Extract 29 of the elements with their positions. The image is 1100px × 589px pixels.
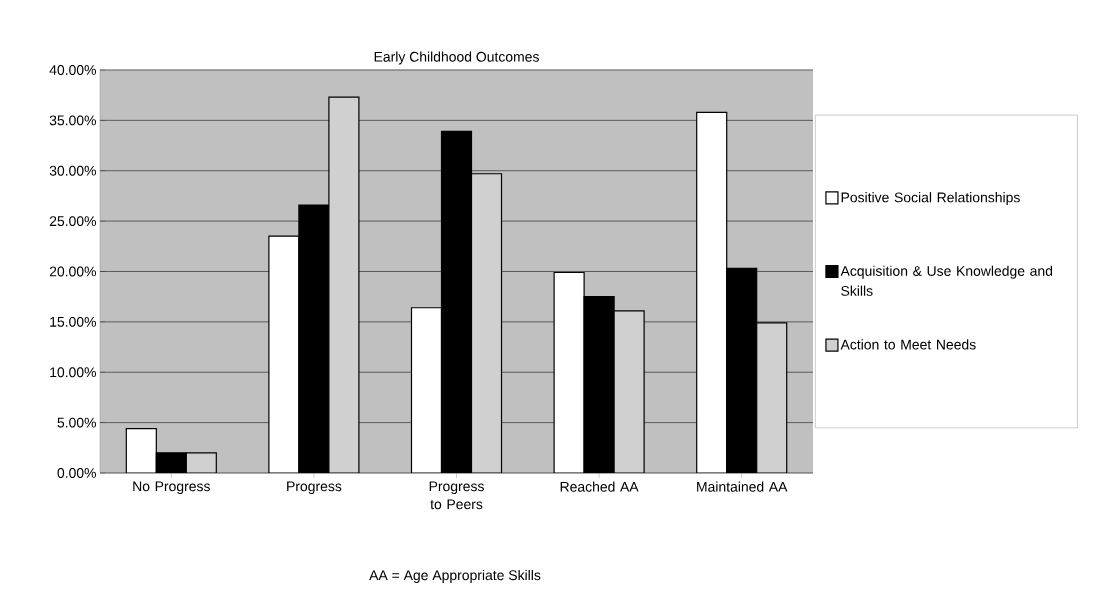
x-tick-label: Progress to Peers (429, 481, 484, 510)
y-tick-label: 25.00% (49, 216, 96, 227)
y-tick-label: 10.00% (50, 367, 96, 378)
y-tick-label: 0.00% (57, 468, 96, 478)
y-tick-label: 40.00% (49, 65, 96, 75)
bar (268, 235, 300, 473)
x-tick-label: Reached AA (560, 481, 639, 492)
legend-label: Action to Meet Needs (840, 339, 976, 350)
y-tick-label: 20.00% (49, 266, 96, 277)
y-tick-label: 5.00% (57, 417, 96, 428)
bar (756, 322, 788, 473)
y-tick-label: 35.00% (49, 115, 96, 126)
y-tick-label: 30.00% (49, 165, 96, 176)
bar (470, 173, 503, 473)
legend-label: Acquisition & Use Knowledge and Skills (840, 265, 1053, 296)
y-tick-label: 15.00% (50, 316, 96, 327)
text: AA = Age Appropriate Skills (369, 569, 541, 583)
bar (328, 96, 360, 473)
bar (125, 428, 157, 473)
bar (185, 452, 217, 473)
bar (553, 271, 585, 473)
legend-label: Positive Social Relationships (841, 192, 1020, 206)
x-tick-label: Maintained AA (697, 481, 788, 492)
chart-title: Early Childhood Outcomes (374, 51, 539, 65)
x-tick-label: No Progress (133, 481, 210, 494)
bar (696, 111, 728, 473)
bar (410, 307, 443, 473)
x-tick-label: Progress (287, 481, 342, 494)
bar (613, 310, 645, 473)
